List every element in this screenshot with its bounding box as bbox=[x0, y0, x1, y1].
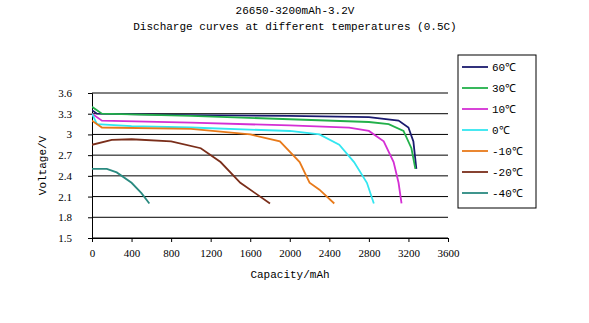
x-axis: 0 400 800 1200 1600 2000 2400 2800 3200 3600 bbox=[90, 238, 460, 259]
x-tick: 3200 bbox=[398, 238, 421, 259]
x-tick-label: 2000 bbox=[279, 247, 302, 259]
legend-swatch bbox=[462, 66, 488, 68]
legend-swatch bbox=[462, 129, 488, 131]
legend-label: -40℃ bbox=[492, 188, 523, 200]
y-tick-label: 2.4 bbox=[58, 170, 72, 182]
series-lines bbox=[92, 107, 416, 204]
x-tick: 800 bbox=[163, 238, 180, 259]
x-tick: 1600 bbox=[240, 238, 263, 259]
subtitle: Discharge curves at different temperatur… bbox=[133, 21, 456, 33]
grid-line bbox=[92, 134, 448, 135]
x-tick-label: 1200 bbox=[200, 247, 223, 259]
y-tick-mark bbox=[88, 217, 92, 218]
x-tick-label: 400 bbox=[124, 247, 141, 259]
legend-item: -10℃ bbox=[462, 146, 523, 158]
x-tick-mark bbox=[132, 238, 133, 242]
x-tick: 2000 bbox=[279, 238, 302, 259]
legend-label: 0℃ bbox=[492, 125, 510, 137]
x-tick-mark bbox=[329, 238, 330, 242]
x-tick: 2400 bbox=[319, 238, 342, 259]
y-tick: 1.8 bbox=[58, 211, 92, 223]
y-tick: 2.1 bbox=[58, 191, 92, 203]
x-tick: 2800 bbox=[358, 238, 381, 259]
y-tick-mark bbox=[88, 197, 92, 198]
grid-line bbox=[92, 155, 448, 156]
y-tick-mark bbox=[88, 114, 92, 115]
grid-line bbox=[92, 175, 448, 176]
legend-swatch bbox=[462, 192, 488, 194]
y-tick-label: 3.6 bbox=[58, 87, 72, 99]
x-tick-mark bbox=[408, 238, 409, 242]
y-tick-mark bbox=[88, 238, 92, 239]
legend-item: 60℃ bbox=[462, 62, 516, 74]
x-tick-label: 2800 bbox=[358, 247, 381, 259]
x-tick-label: 2400 bbox=[319, 247, 342, 259]
y-axis-line bbox=[88, 94, 93, 239]
x-tick-label: 800 bbox=[163, 247, 180, 259]
y-tick: 3 bbox=[67, 128, 93, 140]
y-tick-label: 3 bbox=[67, 128, 73, 140]
title: 26650-3200mAh-3.2V bbox=[236, 5, 355, 17]
x-tick-mark bbox=[369, 238, 370, 242]
legend: 60℃ 30℃ 10℃ 0℃ -10℃ -20℃ -40℃ bbox=[458, 55, 536, 208]
y-tick-label: 3.3 bbox=[58, 108, 72, 120]
x-tick: 0 bbox=[90, 238, 96, 259]
y-tick-mark bbox=[88, 176, 92, 177]
legend-swatch bbox=[462, 108, 488, 110]
chart: 26650-3200mAh-3.2V Discharge curves at di… bbox=[0, 0, 589, 323]
y-tick-label: 1.5 bbox=[58, 232, 72, 244]
legend-item: 0℃ bbox=[462, 125, 510, 137]
x-tick-mark bbox=[448, 238, 449, 242]
series-line bbox=[92, 139, 270, 203]
x-tick-label: 3200 bbox=[398, 247, 421, 259]
x-tick-mark bbox=[250, 238, 251, 242]
x-tick-mark bbox=[171, 238, 172, 242]
series-line bbox=[92, 114, 374, 204]
y-axis: 1.5 1.8 2.1 2.4 2.7 3 3.3 3.6 bbox=[58, 87, 92, 244]
legend-label: 30℃ bbox=[492, 83, 516, 95]
y-tick: 2.7 bbox=[58, 149, 92, 161]
x-axis-title: Capacity/mAh bbox=[250, 269, 329, 281]
series-line bbox=[92, 169, 149, 204]
y-axis-title: Voltage/V bbox=[37, 135, 49, 195]
y-tick-label: 2.1 bbox=[58, 191, 72, 203]
y-tick: 1.5 bbox=[58, 232, 92, 244]
legend-label: 10℃ bbox=[492, 104, 516, 116]
x-tick-label: 1600 bbox=[240, 247, 263, 259]
grid-line bbox=[92, 217, 448, 218]
y-tick-label: 2.7 bbox=[58, 149, 72, 161]
legend-item: 10℃ bbox=[462, 104, 516, 116]
grid bbox=[92, 93, 448, 238]
y-tick-mark bbox=[88, 134, 92, 135]
x-tick: 3600 bbox=[438, 238, 461, 259]
x-tick-label: 0 bbox=[90, 247, 96, 259]
x-axis-line bbox=[93, 239, 449, 243]
y-tick: 3.6 bbox=[58, 87, 92, 99]
legend-swatch bbox=[462, 150, 488, 152]
legend-item: -20℃ bbox=[462, 167, 523, 179]
series-line bbox=[92, 121, 334, 204]
x-tick-label: 3600 bbox=[438, 247, 461, 259]
legend-label: -10℃ bbox=[492, 146, 523, 158]
legend-label: -20℃ bbox=[492, 167, 523, 179]
x-tick: 400 bbox=[124, 238, 141, 259]
plot: 040080012001600200024002800320036001.51.… bbox=[58, 87, 460, 259]
legend-label: 60℃ bbox=[492, 62, 516, 74]
y-tick-mark bbox=[88, 155, 92, 156]
y-tick-mark bbox=[88, 93, 92, 94]
legend-item: -40℃ bbox=[462, 188, 523, 200]
x-tick-mark bbox=[290, 238, 291, 242]
series-line bbox=[92, 114, 402, 204]
y-tick-label: 1.8 bbox=[58, 211, 72, 223]
x-tick-mark bbox=[211, 238, 212, 242]
legend-item: 30℃ bbox=[462, 83, 516, 95]
grid-line bbox=[92, 93, 448, 94]
legend-box bbox=[458, 55, 536, 208]
y-tick: 2.4 bbox=[58, 170, 92, 182]
x-tick: 1200 bbox=[200, 238, 223, 259]
legend-swatch bbox=[462, 87, 488, 89]
series-line bbox=[92, 107, 415, 169]
y-tick: 3.3 bbox=[58, 108, 92, 120]
legend-swatch bbox=[462, 171, 488, 173]
